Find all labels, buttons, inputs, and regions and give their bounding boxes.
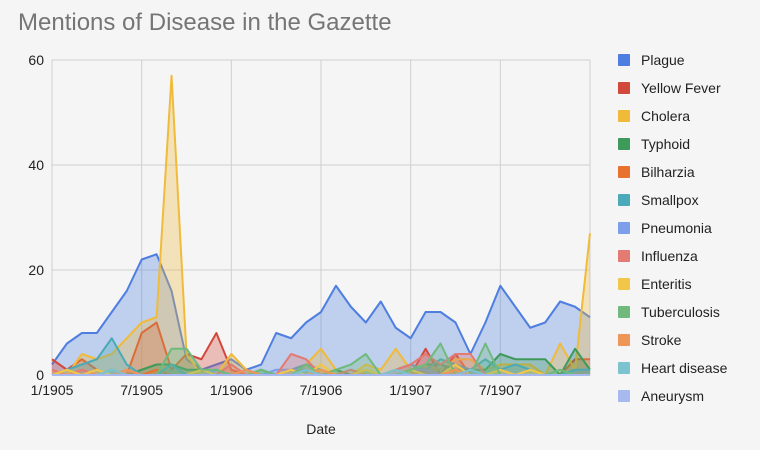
x-tick-label-5: 7/1907 [479, 382, 522, 398]
legend-item-12[interactable]: Aneurysm [618, 388, 704, 404]
area-fill-1 [52, 322, 590, 375]
legend-item-5[interactable]: Smallpox [618, 192, 699, 208]
x-tick-label-2: 1/1906 [210, 382, 253, 398]
y-tick-label-2: 40 [28, 157, 44, 173]
legend-item-0[interactable]: Plague [618, 52, 685, 68]
legend: Plague Yellow Fever Cholera Typhoid Bilharzi… [618, 52, 728, 404]
series-cholera [51, 74, 591, 376]
legend-label-5: Smallpox [641, 192, 699, 208]
y-tick-label-3: 60 [28, 52, 44, 68]
legend-label-8: Enteritis [641, 276, 692, 292]
legend-swatch-12 [618, 390, 630, 402]
legend-swatch-11 [618, 362, 630, 374]
legend-item-7[interactable]: Influenza [618, 248, 698, 264]
legend-item-2[interactable]: Cholera [618, 108, 690, 124]
legend-label-2: Cholera [641, 108, 690, 124]
y-tick-label-0: 0 [36, 367, 44, 383]
legend-label-1: Yellow Fever [641, 80, 721, 96]
legend-label-0: Plague [641, 52, 685, 68]
legend-label-3: Typhoid [641, 136, 690, 152]
legend-label-11: Heart disease [641, 360, 728, 376]
legend-label-6: Pneumonia [641, 220, 712, 236]
legend-item-8[interactable]: Enteritis [618, 276, 692, 292]
legend-item-3[interactable]: Typhoid [618, 136, 690, 152]
area-line-0 [51, 253, 591, 371]
x-axis-label: Date [306, 421, 336, 437]
legend-item-11[interactable]: Heart disease [618, 360, 728, 376]
legend-swatch-9 [618, 306, 630, 318]
x-tick-label-4: 1/1907 [389, 382, 432, 398]
legend-swatch-8 [618, 278, 630, 290]
legend-item-1[interactable]: Yellow Fever [618, 80, 721, 96]
area-fill-10 [52, 369, 590, 375]
area-fill-9 [52, 343, 590, 375]
legend-swatch-3 [618, 138, 630, 150]
chart-title: Mentions of Disease in the Gazette [18, 9, 392, 36]
legend-swatch-6 [618, 222, 630, 234]
legend-label-7: Influenza [641, 248, 698, 264]
legend-label-10: Stroke [641, 332, 682, 348]
x-tick-label-1: 7/1905 [120, 382, 163, 398]
series-areas [51, 74, 591, 376]
x-tick-label-3: 7/1906 [300, 382, 343, 398]
gridlines [51, 59, 591, 376]
y-tick-label-1: 20 [28, 262, 44, 278]
area-fill-5 [52, 338, 590, 375]
legend-swatch-5 [618, 194, 630, 206]
x-axis-ticks: 1/1905 7/1905 1/1906 7/1906 1/1907 7/1907 [31, 382, 522, 398]
legend-label-12: Aneurysm [641, 388, 704, 404]
legend-item-9[interactable]: Tuberculosis [618, 304, 720, 320]
legend-swatch-7 [618, 250, 630, 262]
area-fill-0 [52, 254, 590, 375]
legend-item-4[interactable]: Bilharzia [618, 164, 695, 180]
series-plague [51, 253, 591, 375]
legend-swatch-4 [618, 166, 630, 178]
legend-label-4: Bilharzia [641, 164, 695, 180]
y-axis-ticks: 0 20 40 60 [28, 52, 44, 383]
legend-swatch-1 [618, 82, 630, 94]
legend-swatch-0 [618, 54, 630, 66]
x-tick-label-0: 1/1905 [31, 382, 74, 398]
legend-swatch-10 [618, 334, 630, 346]
legend-item-10[interactable]: Stroke [618, 332, 682, 348]
legend-label-9: Tuberculosis [641, 304, 720, 320]
legend-item-6[interactable]: Pneumonia [618, 220, 712, 236]
area-line-2 [51, 74, 591, 376]
legend-swatch-2 [618, 110, 630, 122]
